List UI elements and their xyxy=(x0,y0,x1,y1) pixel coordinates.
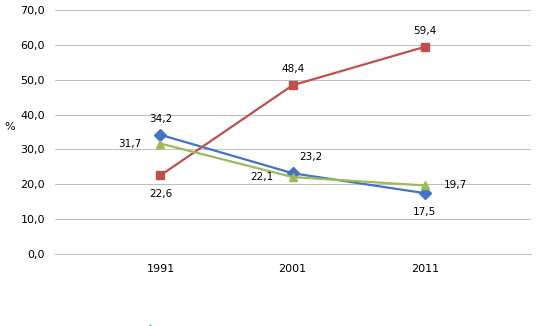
Transporte colectivo xyxy=(157,133,164,137)
Text: 22,6: 22,6 xyxy=(149,189,172,199)
A pé xyxy=(289,175,296,179)
Line: Automóvel: Automóvel xyxy=(156,43,429,180)
A pé xyxy=(157,141,164,145)
Text: 23,2: 23,2 xyxy=(300,152,323,162)
Text: 34,2: 34,2 xyxy=(149,114,172,124)
Line: A pé: A pé xyxy=(156,140,429,190)
Automóvel xyxy=(289,83,296,87)
Line: Transporte colectivo: Transporte colectivo xyxy=(156,131,429,197)
Text: 19,7: 19,7 xyxy=(444,181,467,190)
A pé xyxy=(422,184,428,187)
Text: 31,7: 31,7 xyxy=(118,139,142,149)
Text: 59,4: 59,4 xyxy=(413,26,437,36)
Transporte colectivo xyxy=(289,171,296,175)
Automóvel xyxy=(422,45,428,49)
Automóvel xyxy=(157,173,164,177)
Transporte colectivo xyxy=(422,191,428,195)
Text: 22,1: 22,1 xyxy=(251,172,274,182)
Y-axis label: %: % xyxy=(4,122,15,132)
Text: 48,4: 48,4 xyxy=(281,64,304,74)
Legend: Transporte colectivo, Automóvel, A pé: Transporte colectivo, Automóvel, A pé xyxy=(135,322,451,326)
Text: 17,5: 17,5 xyxy=(413,207,437,217)
